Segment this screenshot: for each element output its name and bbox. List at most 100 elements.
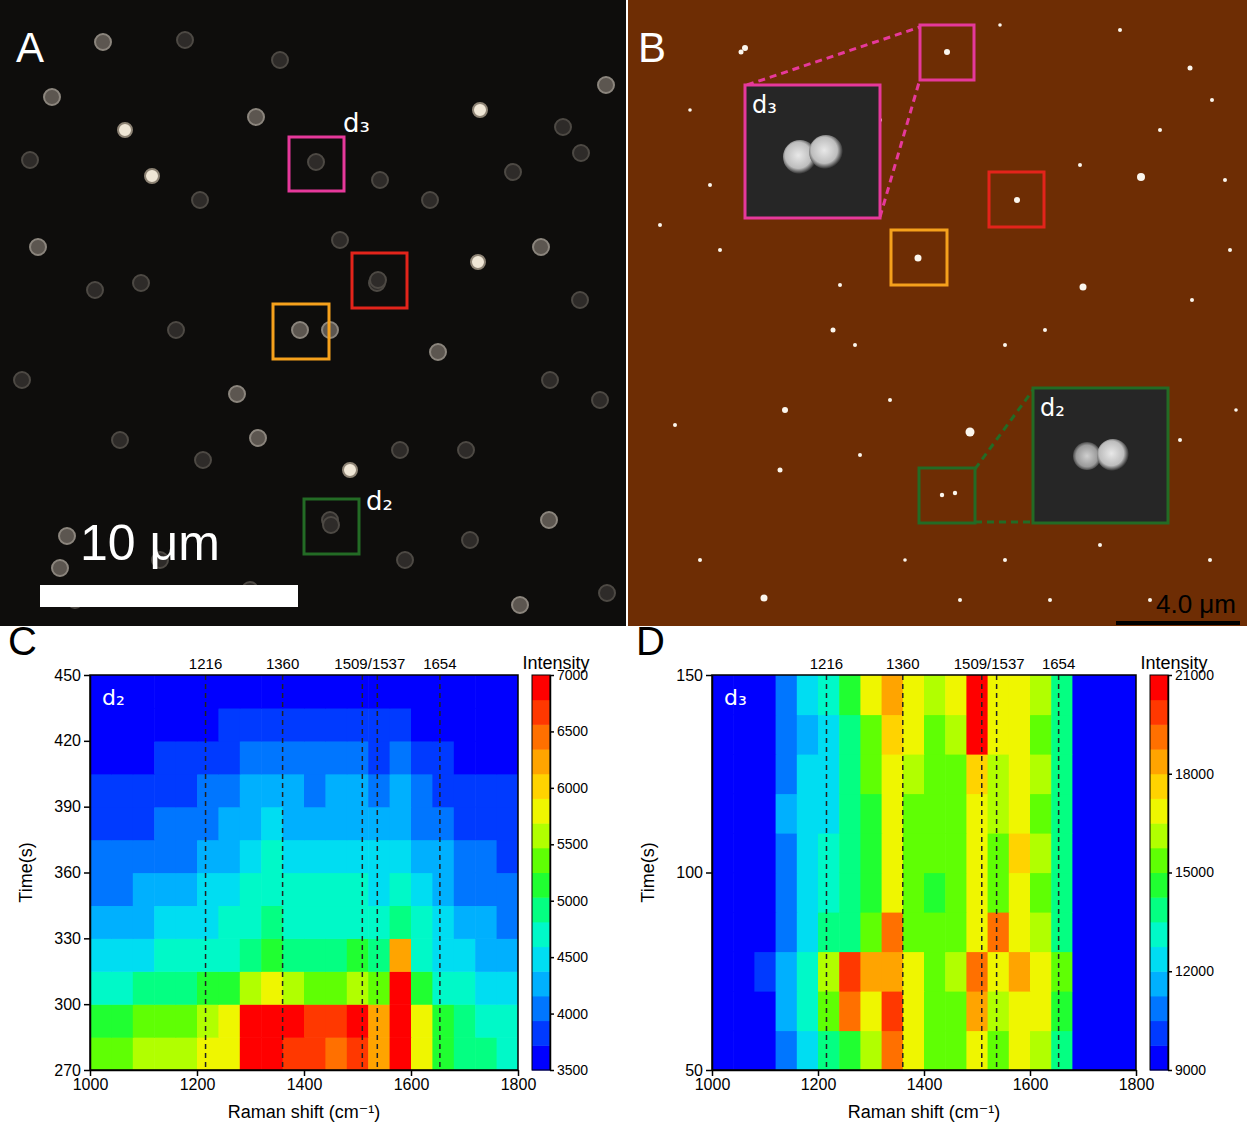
colorbar-band xyxy=(1150,724,1168,749)
particles xyxy=(658,23,1238,602)
region-label: d₂ xyxy=(366,486,393,516)
region-box xyxy=(920,25,974,80)
cell xyxy=(903,873,925,913)
cell xyxy=(733,873,755,913)
cell xyxy=(475,708,497,742)
cell xyxy=(432,1004,454,1038)
cell xyxy=(111,1037,133,1070)
cell xyxy=(945,715,967,755)
cell xyxy=(1030,715,1052,755)
cell xyxy=(797,873,819,913)
tick-label: 1600 xyxy=(394,1076,430,1093)
cell xyxy=(454,807,476,841)
cell xyxy=(1051,912,1073,952)
colorbar-band xyxy=(1150,675,1168,700)
cell xyxy=(966,675,988,715)
cell xyxy=(1115,754,1136,794)
tick: 1400 xyxy=(287,1070,323,1093)
cell xyxy=(111,840,133,874)
tick: 12000 xyxy=(1168,963,1214,979)
cell xyxy=(218,675,240,709)
cell xyxy=(197,675,219,709)
tick-mark xyxy=(706,872,712,874)
cell xyxy=(839,1031,861,1071)
cell xyxy=(1072,952,1094,992)
particle xyxy=(1137,173,1145,181)
connector xyxy=(747,27,920,85)
scale-bar xyxy=(40,585,298,607)
tick: 270 xyxy=(54,1062,90,1079)
cell xyxy=(218,1037,240,1070)
cell xyxy=(432,741,454,775)
cell xyxy=(368,1037,390,1070)
cell xyxy=(1115,794,1136,834)
cell xyxy=(261,1004,283,1038)
colorbar-band xyxy=(1150,947,1168,972)
cell xyxy=(218,840,240,874)
region-box xyxy=(304,499,359,554)
particle xyxy=(370,272,386,288)
region-label: d₃ xyxy=(752,91,777,119)
cell xyxy=(945,754,967,794)
tick-label: 1200 xyxy=(801,1076,837,1093)
axis: 270300330360390420450 xyxy=(54,667,90,1079)
tick: 50 xyxy=(685,1062,712,1079)
particle xyxy=(1234,408,1238,412)
tick-mark xyxy=(1168,872,1172,874)
particle xyxy=(462,532,478,548)
cell xyxy=(860,912,882,952)
cell xyxy=(390,807,412,841)
particle xyxy=(1048,598,1052,602)
tick-mark xyxy=(84,938,90,940)
cell xyxy=(432,774,454,808)
colorbar-band xyxy=(532,1021,550,1046)
cell xyxy=(839,873,861,913)
tick-mark xyxy=(550,1070,554,1072)
particle xyxy=(1014,197,1020,203)
tick-mark xyxy=(197,1070,199,1076)
marker-line xyxy=(205,675,207,1070)
cell xyxy=(818,912,840,952)
cell xyxy=(882,912,904,952)
cell xyxy=(839,794,861,834)
particle xyxy=(1178,438,1182,442)
cell xyxy=(924,715,946,755)
cell xyxy=(390,1037,412,1070)
particle xyxy=(998,23,1002,27)
cell xyxy=(111,1004,133,1038)
cell xyxy=(432,840,454,874)
cell xyxy=(497,675,518,709)
cell xyxy=(945,794,967,834)
cell xyxy=(240,741,262,775)
cell xyxy=(111,971,133,1005)
cell xyxy=(776,873,798,913)
tick-label: 4500 xyxy=(557,949,588,965)
cell xyxy=(411,1037,433,1070)
tick: 100 xyxy=(676,864,712,881)
cell xyxy=(133,807,155,841)
cell xyxy=(218,741,240,775)
cell xyxy=(860,794,882,834)
cell xyxy=(154,675,176,709)
cell xyxy=(197,708,219,742)
cell xyxy=(154,971,176,1005)
tick-label: 3500 xyxy=(557,1062,588,1078)
cell xyxy=(860,715,882,755)
cell xyxy=(475,938,497,972)
cell xyxy=(133,938,155,972)
cell xyxy=(1072,873,1094,913)
tick-mark xyxy=(550,1013,554,1015)
cell xyxy=(882,675,904,715)
tick-label: 1800 xyxy=(1119,1076,1155,1093)
colorbar-band xyxy=(532,700,550,725)
cell xyxy=(390,971,412,1005)
tick: 1400 xyxy=(907,1070,943,1093)
tick-mark xyxy=(411,1070,413,1076)
cell xyxy=(1009,952,1031,992)
cell xyxy=(111,807,133,841)
colorbar-frame xyxy=(532,675,550,1070)
tick-mark xyxy=(1168,971,1172,973)
cell xyxy=(133,675,155,709)
cell xyxy=(111,774,133,808)
cell xyxy=(733,991,755,1031)
